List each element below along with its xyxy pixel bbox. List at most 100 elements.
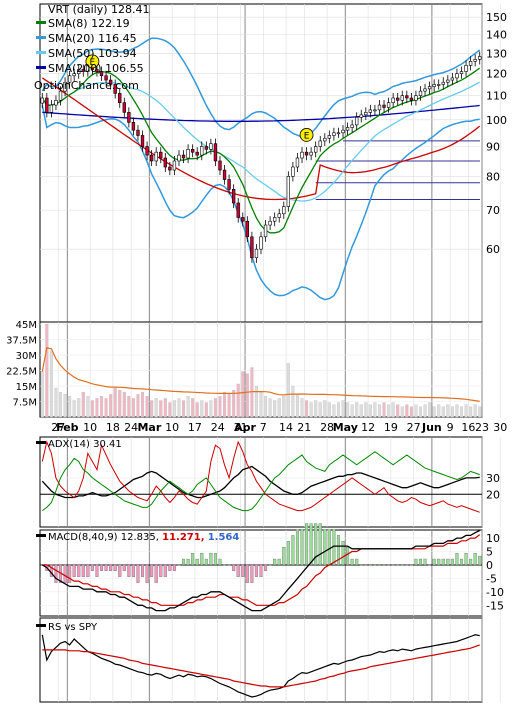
macd-histogram-bar xyxy=(387,564,391,566)
volume-bar xyxy=(300,398,304,418)
macd-histogram-bar xyxy=(204,558,208,566)
volume-bar xyxy=(154,398,158,418)
macd-histogram-bar xyxy=(68,564,72,583)
candle-body xyxy=(263,224,268,238)
candle-body xyxy=(418,90,423,96)
macd-histogram-bar xyxy=(218,558,222,566)
candle-body xyxy=(359,114,363,118)
volume-bar xyxy=(400,406,404,418)
y-tick-label: 90 xyxy=(486,140,500,153)
y-tick-label: 60 xyxy=(486,243,500,256)
volume-bar xyxy=(236,383,240,418)
candle-body xyxy=(432,84,436,87)
x-tick-label: 27 xyxy=(51,421,65,434)
volume-bar xyxy=(373,402,377,418)
volume-bar xyxy=(127,396,131,418)
volume-panel: 45M 37.5M 30M 22.5M 15M 7.5M xyxy=(6,320,501,418)
y-tick-label: 30M xyxy=(16,351,37,362)
legend-swatch-sma8 xyxy=(36,21,46,24)
x-tick-label: 18 xyxy=(106,421,120,434)
rs-series-line xyxy=(41,634,480,698)
macd-histogram-bar xyxy=(368,564,372,566)
candle-body xyxy=(250,236,254,259)
sma50-line xyxy=(41,77,481,201)
volume-bar xyxy=(264,396,268,418)
volume-bar xyxy=(423,404,427,418)
volume-bar xyxy=(409,406,413,418)
macd-histogram-bar xyxy=(295,529,299,566)
volume-bar xyxy=(391,402,395,418)
candle-body xyxy=(236,202,240,218)
macd-histogram-bar xyxy=(127,564,131,577)
legend-swatch-sma20 xyxy=(36,36,46,39)
candle-body xyxy=(186,149,190,159)
volume-bar xyxy=(314,400,318,418)
y-tick-label: 10 xyxy=(486,532,500,545)
macd-histogram-bar xyxy=(63,564,67,583)
candle-body xyxy=(122,102,126,113)
volume-bar xyxy=(277,398,281,418)
volume-bar xyxy=(305,400,309,418)
macd-histogram-bar xyxy=(99,564,104,571)
candle-body xyxy=(368,109,373,113)
candle-body xyxy=(99,71,104,77)
volume-bar xyxy=(355,402,359,418)
volume-bar xyxy=(213,398,217,418)
macd-histogram-bar xyxy=(359,564,363,566)
macd-histogram-bar xyxy=(109,564,113,571)
volume-bar xyxy=(341,400,345,418)
candle-body xyxy=(118,93,122,103)
macd-histogram-bar xyxy=(469,558,473,566)
volume-bar xyxy=(200,400,204,418)
macd-histogram-bar xyxy=(191,552,195,566)
panel-frame xyxy=(39,436,483,528)
volume-bar xyxy=(437,404,441,418)
candle-body xyxy=(400,95,404,101)
candle-body xyxy=(72,73,76,77)
macd-histogram-bar xyxy=(113,564,117,571)
candle-body xyxy=(131,122,136,131)
volume-bar xyxy=(286,363,290,418)
volume-bar xyxy=(204,402,208,418)
x-tick-label: 24 xyxy=(124,421,138,434)
volume-bar xyxy=(72,400,76,418)
rs-series-line xyxy=(42,644,480,688)
y-tick-label: 110 xyxy=(486,90,507,103)
volume-bar xyxy=(122,392,126,418)
candle-body xyxy=(386,102,391,108)
volume-bar xyxy=(359,404,363,418)
volume-bar xyxy=(295,394,299,418)
volume-bar xyxy=(450,406,454,418)
earnings-marker xyxy=(85,54,100,69)
bollinger-upper xyxy=(41,37,481,138)
adx-title: ADX(14) 30.41 xyxy=(48,439,122,450)
macd-histogram-bar xyxy=(377,564,381,566)
candle-body xyxy=(355,116,359,126)
macd-histogram-bar xyxy=(159,564,163,577)
volume-bar xyxy=(291,385,295,418)
macd-histogram-bar xyxy=(355,558,359,566)
candle-body xyxy=(450,77,455,81)
bollinger-lower xyxy=(41,104,480,301)
candle-body xyxy=(336,132,341,135)
price-legend: VRT (daily) 128.41 SMA(8) 122.19 SMA(20)… xyxy=(34,3,150,92)
volume-bar xyxy=(455,404,459,418)
macd-histogram-bar xyxy=(259,564,263,577)
macd-histogram-bar xyxy=(441,558,445,566)
candle-body xyxy=(108,79,113,85)
macd-histogram-bar xyxy=(382,564,386,566)
macd-histogram-bar xyxy=(254,564,258,577)
volume-bar xyxy=(45,323,49,418)
macd-histogram-bar xyxy=(396,564,400,566)
macd-value1: MACD(8,40,9) 12.835, xyxy=(48,532,159,543)
volume-bar xyxy=(364,402,368,418)
legend-sma200: SMA(200) 106.55 xyxy=(48,62,144,75)
candle-body xyxy=(67,75,72,83)
volume-bar xyxy=(318,402,322,418)
x-tick-label: 30 xyxy=(493,421,507,434)
x-tick-label: 12 xyxy=(361,421,375,434)
y-tick-label: -15 xyxy=(486,599,504,612)
macd-histogram-bar xyxy=(300,529,304,566)
candle-body xyxy=(327,135,332,139)
